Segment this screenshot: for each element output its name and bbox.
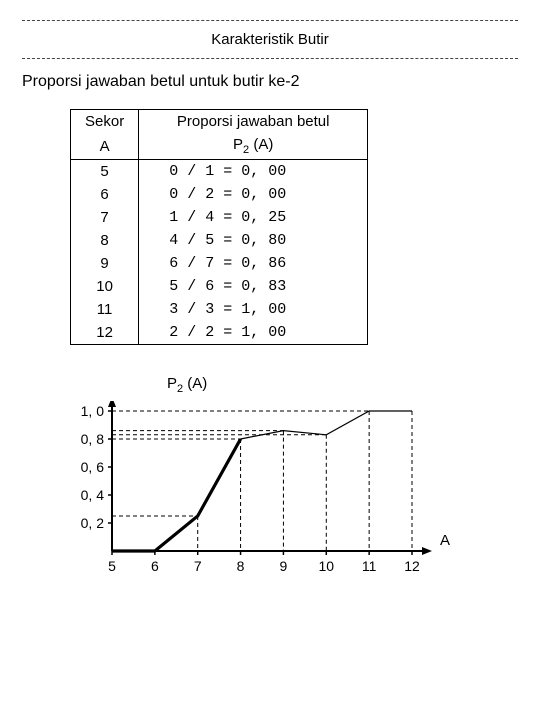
x-arrow-icon bbox=[422, 547, 432, 555]
table-row: 96 / 7 = 0, 86 bbox=[71, 252, 368, 275]
proportion-table: Sekor Proporsi jawaban betul A P2 (A) 50… bbox=[70, 109, 368, 345]
score-cell: 10 bbox=[71, 275, 139, 298]
score-cell: 7 bbox=[71, 206, 139, 229]
x-tick-label: 7 bbox=[194, 558, 202, 574]
x-tick-label: 10 bbox=[318, 558, 334, 574]
proportion-cell: 0 / 1 = 0, 00 bbox=[139, 160, 368, 184]
x-tick-label: 12 bbox=[404, 558, 420, 574]
proportion-cell: 6 / 7 = 0, 86 bbox=[139, 252, 368, 275]
proportion-cell: 4 / 5 = 0, 80 bbox=[139, 229, 368, 252]
score-cell: 12 bbox=[71, 321, 139, 345]
proportion-cell: 1 / 4 = 0, 25 bbox=[139, 206, 368, 229]
y-tick-label: 0, 6 bbox=[81, 459, 105, 475]
score-cell: 11 bbox=[71, 298, 139, 321]
proportion-cell: 0 / 2 = 0, 00 bbox=[139, 183, 368, 206]
x-tick-label: 6 bbox=[151, 558, 159, 574]
col1-head1: Sekor bbox=[71, 110, 139, 134]
col1-head2: A bbox=[71, 133, 139, 160]
table-row: 105 / 6 = 0, 83 bbox=[71, 275, 368, 298]
proportion-cell: 3 / 3 = 1, 00 bbox=[139, 298, 368, 321]
y-tick-label: 0, 8 bbox=[81, 431, 105, 447]
proportion-chart: 0, 2 0, 4 0, 6 0, 8 1, 0 5 6 7 8 9 10 11 12 A bbox=[52, 401, 452, 591]
page-title: Karakteristik Butir bbox=[22, 25, 518, 54]
chart-y-label: P2 (A) bbox=[167, 375, 518, 395]
score-cell: 5 bbox=[71, 160, 139, 184]
score-cell: 6 bbox=[71, 183, 139, 206]
y-tick-label: 0, 4 bbox=[81, 487, 105, 503]
table-row: 113 / 3 = 1, 00 bbox=[71, 298, 368, 321]
x-tick-label: 5 bbox=[108, 558, 116, 574]
series-thick bbox=[112, 439, 241, 551]
x-tick-label: 8 bbox=[237, 558, 245, 574]
y-arrow-icon bbox=[108, 401, 116, 407]
table-row: 60 / 2 = 0, 00 bbox=[71, 183, 368, 206]
table-row: 122 / 2 = 1, 00 bbox=[71, 321, 368, 345]
x-axis-label: A bbox=[440, 532, 450, 549]
section-title: Proporsi jawaban betul untuk butir ke-2 bbox=[22, 73, 518, 91]
table-row: 71 / 4 = 0, 25 bbox=[71, 206, 368, 229]
table-row: 50 / 1 = 0, 00 bbox=[71, 160, 368, 184]
col2-head2: P2 (A) bbox=[139, 133, 368, 160]
score-cell: 9 bbox=[71, 252, 139, 275]
mid-divider bbox=[22, 58, 518, 59]
y-tick-label: 1, 0 bbox=[81, 403, 105, 419]
table-row: 84 / 5 = 0, 80 bbox=[71, 229, 368, 252]
proportion-cell: 2 / 2 = 1, 00 bbox=[139, 321, 368, 345]
x-tick-label: 11 bbox=[362, 558, 377, 574]
y-tick-label: 0, 2 bbox=[81, 515, 105, 531]
score-cell: 8 bbox=[71, 229, 139, 252]
x-tick-label: 9 bbox=[280, 558, 288, 574]
proportion-cell: 5 / 6 = 0, 83 bbox=[139, 275, 368, 298]
col2-head1: Proporsi jawaban betul bbox=[139, 110, 368, 134]
top-divider bbox=[22, 20, 518, 21]
